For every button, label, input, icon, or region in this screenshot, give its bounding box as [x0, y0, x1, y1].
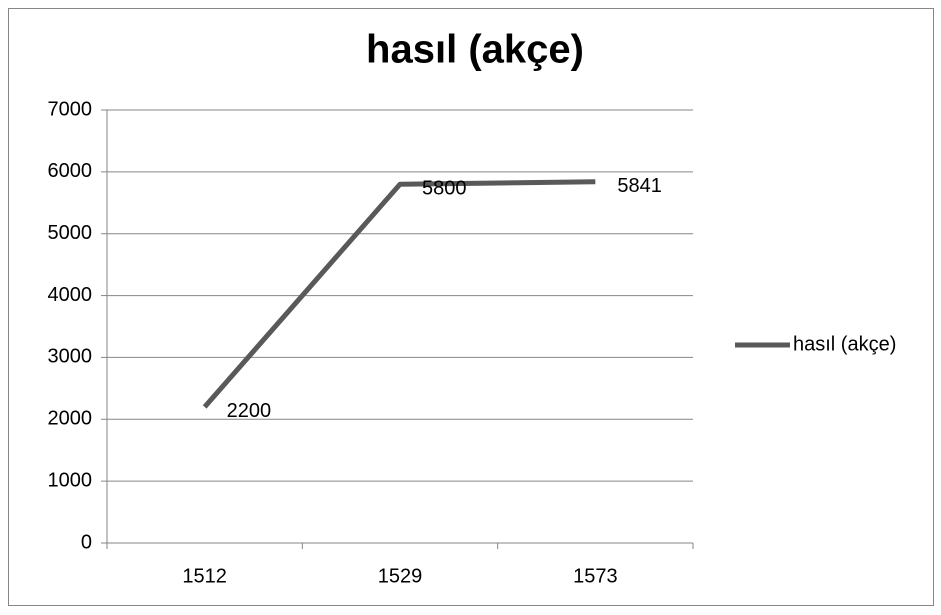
chart-border — [8, 8, 934, 606]
chart-title: hasıl (akçe) — [366, 28, 584, 72]
x-tick-label: 1512 — [182, 565, 227, 587]
y-tick-label: 3000 — [48, 346, 93, 368]
y-tick-label: 5000 — [48, 222, 93, 244]
y-tick-label: 2000 — [48, 408, 93, 430]
x-tick-label: 1529 — [378, 565, 423, 587]
data-label: 5841 — [617, 175, 662, 197]
data-label: 5800 — [422, 178, 467, 200]
data-label: 2200 — [227, 400, 272, 422]
x-tick-label: 1573 — [573, 565, 618, 587]
y-tick-label: 1000 — [48, 469, 93, 491]
y-tick-label: 4000 — [48, 284, 93, 306]
series-line — [202, 179, 596, 409]
legend-label: hasıl (akçe) — [793, 333, 896, 355]
y-tick-label: 0 — [81, 531, 92, 553]
y-tick-label: 7000 — [48, 98, 93, 120]
y-tick-label: 6000 — [48, 160, 93, 182]
